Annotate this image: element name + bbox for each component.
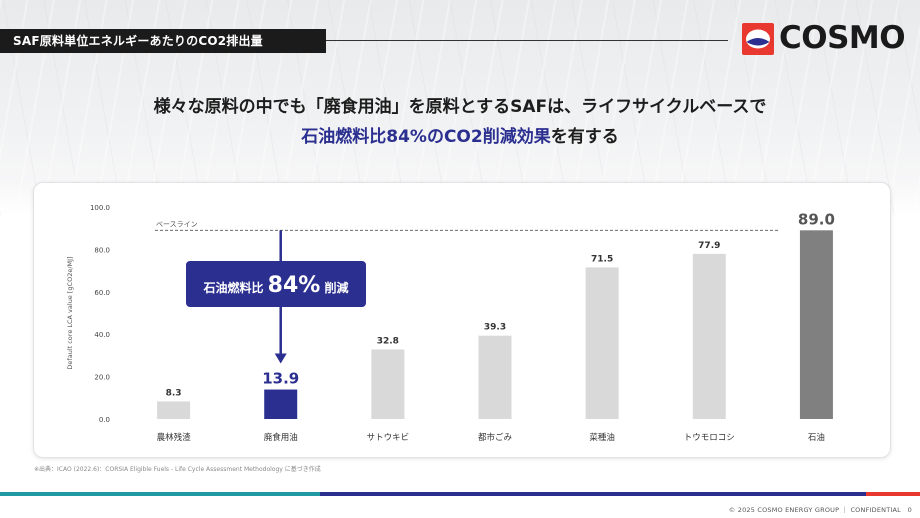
reduction-arrow-head <box>274 353 287 364</box>
headline-line-2: 石油燃料比84%のCO2削減効果を有する <box>0 122 920 147</box>
callout-text: 石油燃料比 84% 削減 <box>202 273 348 298</box>
section-title: SAF原料単位エネルギーあたりのCO2排出量 <box>0 29 326 53</box>
y-tick-label: 100.0 <box>90 204 110 212</box>
callout-value: 84% <box>268 273 321 298</box>
copyright-text: © 2025 COSMO ENERGY GROUP ｜ CONFIDENTIAL… <box>728 506 912 514</box>
header-divider <box>326 40 728 41</box>
cosmo-emblem-icon <box>742 23 774 55</box>
bar <box>371 349 405 419</box>
y-tick-label: 0.0 <box>99 416 110 424</box>
headline-highlight: 石油燃料比84%のCO2削減効果 <box>301 127 551 147</box>
callout-box <box>186 261 366 307</box>
x-category-label: 農林残渣 <box>157 432 192 443</box>
logo-wordmark: COSMO <box>779 20 906 56</box>
bar-value-label: 8.3 <box>166 388 182 398</box>
footer-stripe-navy <box>320 492 866 496</box>
y-axis-label: Default core LCA value [gCO2e/MJ] <box>66 256 74 369</box>
callout-prefix: 石油燃料比 <box>202 280 267 295</box>
headline-suffix: を有する <box>550 127 619 147</box>
x-category-label: サトウキビ <box>367 433 410 443</box>
y-tick-label: 80.0 <box>94 246 110 254</box>
y-tick-label: 40.0 <box>94 331 110 339</box>
bar <box>478 335 512 419</box>
bar-value-label: 32.8 <box>377 336 399 346</box>
baseline-label: ベースライン <box>156 220 198 228</box>
x-category-label: トウモロコシ <box>684 433 735 443</box>
bar-value-label: 89.0 <box>798 210 835 228</box>
bar <box>799 230 833 419</box>
y-tick-label: 60.0 <box>94 289 110 297</box>
bar <box>692 253 726 419</box>
x-category-label: 廃食用油 <box>264 432 298 443</box>
footer-stripe-red <box>866 492 920 496</box>
source-footnote: ※出典：ICAO (2022.6)：CORSIA Eligible Fuels … <box>34 466 321 473</box>
bar <box>157 401 191 419</box>
cosmo-logo: COSMO <box>741 20 907 56</box>
bar <box>264 389 298 419</box>
headline-line-1: 様々な原料の中でも「廃食用油」を原料とするSAFは、ライフサイクルベースで <box>153 97 767 117</box>
y-tick-label: 20.0 <box>94 374 110 382</box>
bar-value-label: 71.5 <box>591 254 613 264</box>
bar-value-label: 13.9 <box>262 370 299 388</box>
x-category-label: 都市ごみ <box>478 432 513 443</box>
footer-stripe-teal <box>0 492 320 496</box>
bar <box>585 267 619 419</box>
bar-value-label: 39.3 <box>484 323 506 333</box>
x-category-label: 石油 <box>808 432 825 443</box>
callout-suffix: 削減 <box>320 280 348 295</box>
bar-value-label: 77.9 <box>698 241 720 251</box>
x-category-label: 菜種油 <box>589 432 615 443</box>
